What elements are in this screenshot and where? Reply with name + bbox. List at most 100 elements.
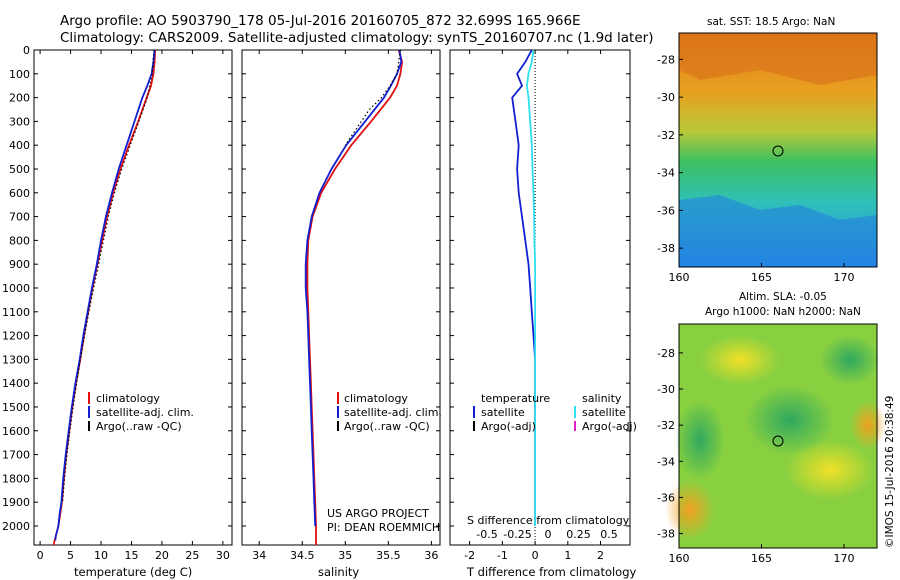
sst-cool-patch xyxy=(679,195,877,267)
depth-tick-label: 400 xyxy=(9,139,30,152)
map-lat-label: -38 xyxy=(657,528,675,541)
legend-label: Argo(..raw -QC) xyxy=(96,420,182,433)
depth-tick-label: 300 xyxy=(9,115,30,128)
map-lon-label: 170 xyxy=(834,552,855,565)
map-lon-label: 160 xyxy=(669,271,690,284)
t-difference-axis-label: T difference from climatology xyxy=(466,565,637,579)
x-tick-label: 15 xyxy=(124,549,138,562)
map-lat-label: -30 xyxy=(657,383,675,396)
sla-warm-patch xyxy=(850,400,886,450)
x-tick-label: 5 xyxy=(67,549,74,562)
depth-tick-label: 1500 xyxy=(2,401,30,414)
depth-tick-label: 600 xyxy=(9,187,30,200)
temperature-panel-frame xyxy=(33,49,233,546)
depth-tick-label: 1300 xyxy=(2,353,30,366)
x-tick-label: 1 xyxy=(564,549,571,562)
map-lon-label: 170 xyxy=(834,271,855,284)
series-line-1 xyxy=(304,50,403,527)
temperature-x-axis: 0 5 10 15 20 25 30 xyxy=(37,50,230,562)
series-line-1 xyxy=(54,50,156,541)
map-lon-label: 165 xyxy=(751,552,772,565)
sst-map: -28 -30 -32 -34 -36 -38 160 165 170 xyxy=(657,32,878,284)
depth-tick-label: 1400 xyxy=(2,377,30,390)
legend-swatch-satellite xyxy=(337,406,339,418)
difference-x-axis: -2 -1 0 1 2 xyxy=(464,50,604,562)
temperature-series xyxy=(53,50,157,545)
figure-title-line1: Argo profile: AO 5903790_178 05-Jul-2016… xyxy=(60,13,581,29)
x-tick-label: 10 xyxy=(94,549,108,562)
s-tick-label: -0.25 xyxy=(503,528,531,541)
temperature-axis-label: temperature (deg C) xyxy=(74,565,192,579)
s-tick-label: 0 xyxy=(545,528,552,541)
depth-tick-label: 2000 xyxy=(2,520,30,533)
salinity-panel-frame xyxy=(241,49,441,546)
credit-line2: PI: DEAN ROEMMICH xyxy=(327,521,440,534)
x-tick-label: 0 xyxy=(37,549,44,562)
x-tick-label: 34 xyxy=(252,549,266,562)
argo-position-marker xyxy=(772,145,784,157)
map-lon-label: 165 xyxy=(751,271,772,284)
legend-label: satellite xyxy=(481,406,525,419)
x-tick-label: 30 xyxy=(216,549,230,562)
temperature-legend: climatology satellite-adj. clim. Argo(..… xyxy=(88,392,194,433)
legend-label: satellite-adj. clim. xyxy=(96,406,194,419)
depth-tick-label: 800 xyxy=(9,234,30,247)
depth-tick-label: 100 xyxy=(9,68,30,81)
s-difference-axis-label: S difference from climatology xyxy=(467,514,630,527)
map-lon-label: 160 xyxy=(669,552,690,565)
depth-tick-label: 1000 xyxy=(2,282,30,295)
sst-map-title: sat. SST: 18.5 Argo: NaN xyxy=(707,16,835,28)
sla-map-title-line2: Argo h1000: NaN h2000: NaN xyxy=(705,306,861,318)
depth-tick-label: 500 xyxy=(9,163,30,176)
sla-low-patch xyxy=(675,400,725,480)
map-lat-label: -28 xyxy=(657,347,675,360)
legend-label: satellite-adj. clim. xyxy=(344,406,442,419)
depth-tick-label: 1200 xyxy=(2,330,30,343)
legend-swatch-climatology xyxy=(88,392,90,404)
sst-map-axes: -28 -30 -32 -34 -36 -38 160 165 170 xyxy=(657,53,854,284)
salinity-axis-label: salinity xyxy=(318,565,359,579)
depth-tick-label: 0 xyxy=(23,44,30,57)
sla-map-frame xyxy=(678,323,878,549)
legend-label: Argo(-adj) xyxy=(582,420,637,433)
legend-swatch-t-satellite xyxy=(473,406,475,418)
salinity-x-axis: 34 34.5 35 35.5 36 xyxy=(252,50,438,562)
legend-label: Argo(..raw -QC) xyxy=(344,420,430,433)
map-lat-label: -34 xyxy=(657,167,675,180)
map-lat-label: -32 xyxy=(657,419,675,432)
sla-map: -28 -30 -32 -34 -36 -38 160 165 170 xyxy=(657,323,886,565)
x-tick-label: 0 xyxy=(532,549,539,562)
s-tick-label: 0.25 xyxy=(566,528,591,541)
map-lat-label: -30 xyxy=(657,91,675,104)
depth-axis: 0 100 200 300 400 500 600 700 800 900 1000 1100 1200… xyxy=(2,44,630,533)
sst-warm-patch xyxy=(679,33,877,85)
legend-label: Argo(-adj) xyxy=(481,420,536,433)
x-tick-label: 35 xyxy=(338,549,352,562)
series-line-2 xyxy=(344,50,401,146)
map-lat-label: -28 xyxy=(657,53,675,66)
x-tick-label: 34.5 xyxy=(290,549,315,562)
depth-tick-label: 1900 xyxy=(2,496,30,509)
x-tick-label: -1 xyxy=(497,549,508,562)
legend-swatch-argo xyxy=(88,421,90,431)
depth-tick-label: 1100 xyxy=(2,306,30,319)
x-tick-label: 25 xyxy=(185,549,199,562)
legend-swatch-t-argo xyxy=(473,421,475,431)
argo-position-marker xyxy=(772,435,784,447)
difference-panel-frame xyxy=(449,49,631,546)
imos-stamp: ©IMOS 15-Jul-2016 20:38:49 xyxy=(884,396,896,548)
credit-line1: US ARGO PROJECT xyxy=(327,507,429,520)
s-difference-ticks: -0.5 -0.25 0 0.25 0.5 xyxy=(476,528,617,541)
depth-tick-label: 1800 xyxy=(2,472,30,485)
legend-swatch-climatology xyxy=(337,392,339,404)
series-line-0 xyxy=(53,50,157,545)
legend-label: climatology xyxy=(344,392,408,405)
map-lat-label: -36 xyxy=(657,491,675,504)
legend-swatch-argo xyxy=(337,421,339,431)
sla-low-patch xyxy=(745,385,835,455)
series-line-0 xyxy=(306,50,404,545)
x-tick-label: 35.5 xyxy=(376,549,401,562)
s-tick-label: 0.5 xyxy=(600,528,618,541)
legend-swatch-s-argo xyxy=(574,421,576,431)
